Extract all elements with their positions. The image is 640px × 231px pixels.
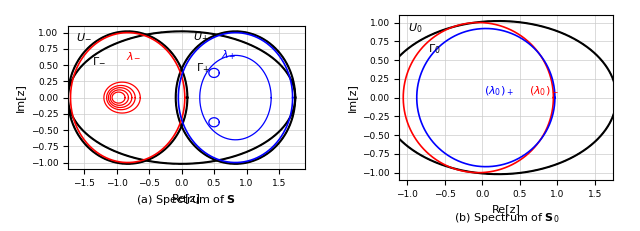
Y-axis label: Im[z]: Im[z] (347, 83, 356, 112)
Title: (b) Spectrum of $\mathbf{S}_0$: (b) Spectrum of $\mathbf{S}_0$ (454, 211, 559, 225)
Text: $U_{+}$: $U_{+}$ (193, 30, 209, 44)
Text: $U_0$: $U_0$ (408, 21, 423, 35)
Text: $\Gamma_{-}$: $\Gamma_{-}$ (92, 56, 106, 66)
Text: $\Gamma_0$: $\Gamma_0$ (428, 43, 441, 56)
X-axis label: Re[z]: Re[z] (172, 193, 201, 203)
Text: $\lambda_{+}$: $\lambda_{+}$ (221, 49, 236, 62)
Text: $(\lambda_0)_+$: $(\lambda_0)_+$ (484, 84, 513, 98)
Y-axis label: Im[z]: Im[z] (15, 83, 25, 112)
Text: $(\lambda_0)_-$: $(\lambda_0)_-$ (529, 84, 558, 98)
Text: $\Gamma_{+}$: $\Gamma_{+}$ (196, 62, 210, 75)
Title: (a) Spectrum of $\mathbf{S}$: (a) Spectrum of $\mathbf{S}$ (136, 194, 236, 207)
Text: $\lambda_{-}$: $\lambda_{-}$ (126, 50, 141, 61)
X-axis label: Re[z]: Re[z] (492, 204, 521, 214)
Text: $U_{-}$: $U_{-}$ (76, 32, 92, 43)
